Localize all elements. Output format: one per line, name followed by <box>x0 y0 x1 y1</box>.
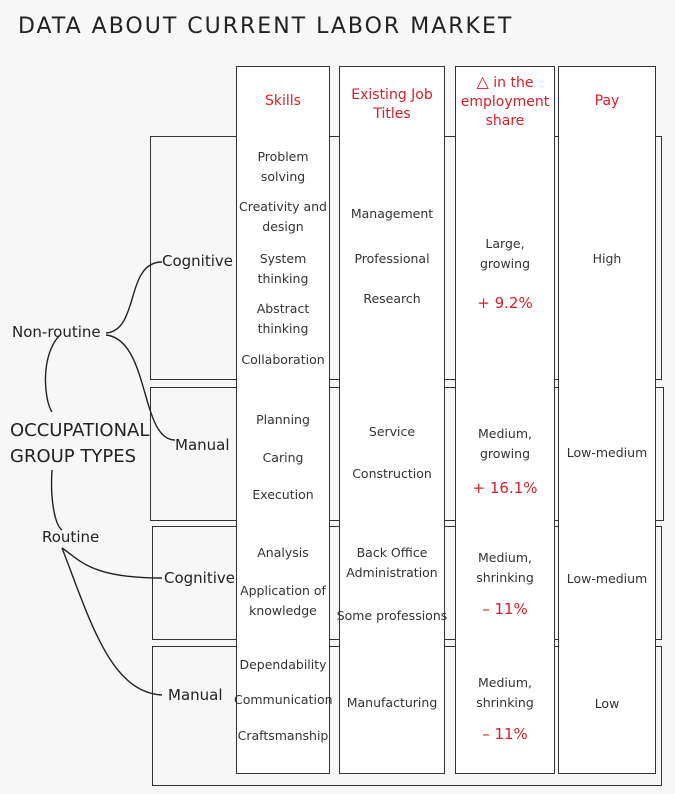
header-skills: Skills <box>265 93 301 109</box>
label-root-line2: GROUP TYPES <box>10 446 137 467</box>
header-pay: Pay <box>594 93 620 109</box>
skill-system-thinking: System thinking <box>257 251 309 286</box>
share-desc-3: Medium, shrinking <box>476 550 534 585</box>
column-job-titles <box>339 66 445 774</box>
share-change-2: + 16.1% <box>472 479 538 497</box>
column-pay <box>558 66 656 774</box>
skill-craftsmanship: Craftsmanship <box>237 728 329 743</box>
header-employment-share: △ in the employment share <box>455 72 555 131</box>
column-skills <box>236 66 330 774</box>
skill-analysis: Analysis <box>257 545 309 560</box>
skill-communication: Communication <box>234 692 333 707</box>
page-title: DATA ABOUT CURRENT LABOR MARKET <box>18 14 514 39</box>
title-professional: Professional <box>354 251 430 266</box>
share-desc-1: Large, growing <box>480 236 530 271</box>
label-routine: Routine <box>42 528 100 546</box>
share-change-3: – 11% <box>482 600 528 618</box>
skill-creativity-design: Creativity and design <box>239 199 327 234</box>
pay-1: High <box>592 251 622 266</box>
skill-dependability: Dependability <box>239 657 327 672</box>
pay-3: Low-medium <box>566 571 648 586</box>
connector-routine-manual <box>61 547 163 696</box>
connector-root-routine <box>50 469 63 531</box>
pay-4: Low <box>594 696 620 711</box>
title-manufacturing: Manufacturing <box>346 695 438 710</box>
share-change-4: – 11% <box>482 725 528 743</box>
label-nonroutine: Non-routine <box>12 323 101 341</box>
connector-routine-cognitive <box>61 547 163 579</box>
label-root-line1: OCCUPATIONAL <box>10 420 150 441</box>
group-label-manual-2: Manual <box>168 686 223 704</box>
skill-collaboration: Collaboration <box>241 352 325 367</box>
delta-icon: △ <box>476 72 489 91</box>
connector-nonroutine-cognitive <box>105 261 163 334</box>
skill-problem-solving: Problem solving <box>257 149 309 184</box>
title-back-office: Back Office Administration <box>346 545 438 580</box>
title-construction: Construction <box>352 466 432 481</box>
skill-caring: Caring <box>262 450 304 465</box>
pay-2: Low-medium <box>566 445 648 460</box>
title-research: Research <box>363 291 421 306</box>
share-desc-4: Medium, shrinking <box>476 675 534 710</box>
share-change-1: + 9.2% <box>477 294 533 312</box>
skill-application-knowledge: Application of knowledge <box>240 583 326 618</box>
group-label-manual-1: Manual <box>175 436 230 454</box>
skill-planning: Planning <box>256 412 310 427</box>
group-label-cognitive-2: Cognitive <box>164 569 236 587</box>
skill-execution: Execution <box>252 487 314 502</box>
title-management: Management <box>350 206 434 221</box>
title-some-professions: Some professions <box>336 608 448 623</box>
connector-nonroutine-manual <box>105 334 176 441</box>
column-employment-share <box>455 66 555 774</box>
connector-root-nonroutine <box>44 334 61 413</box>
title-service: Service <box>368 424 416 439</box>
header-job-titles: Existing Job Titles <box>351 87 433 122</box>
skill-abstract-thinking: Abstract thinking <box>256 301 310 336</box>
group-label-cognitive-1: Cognitive <box>162 252 234 270</box>
share-desc-2: Medium, growing <box>478 426 532 461</box>
header-employment-share-text: in the employment share <box>460 75 550 129</box>
